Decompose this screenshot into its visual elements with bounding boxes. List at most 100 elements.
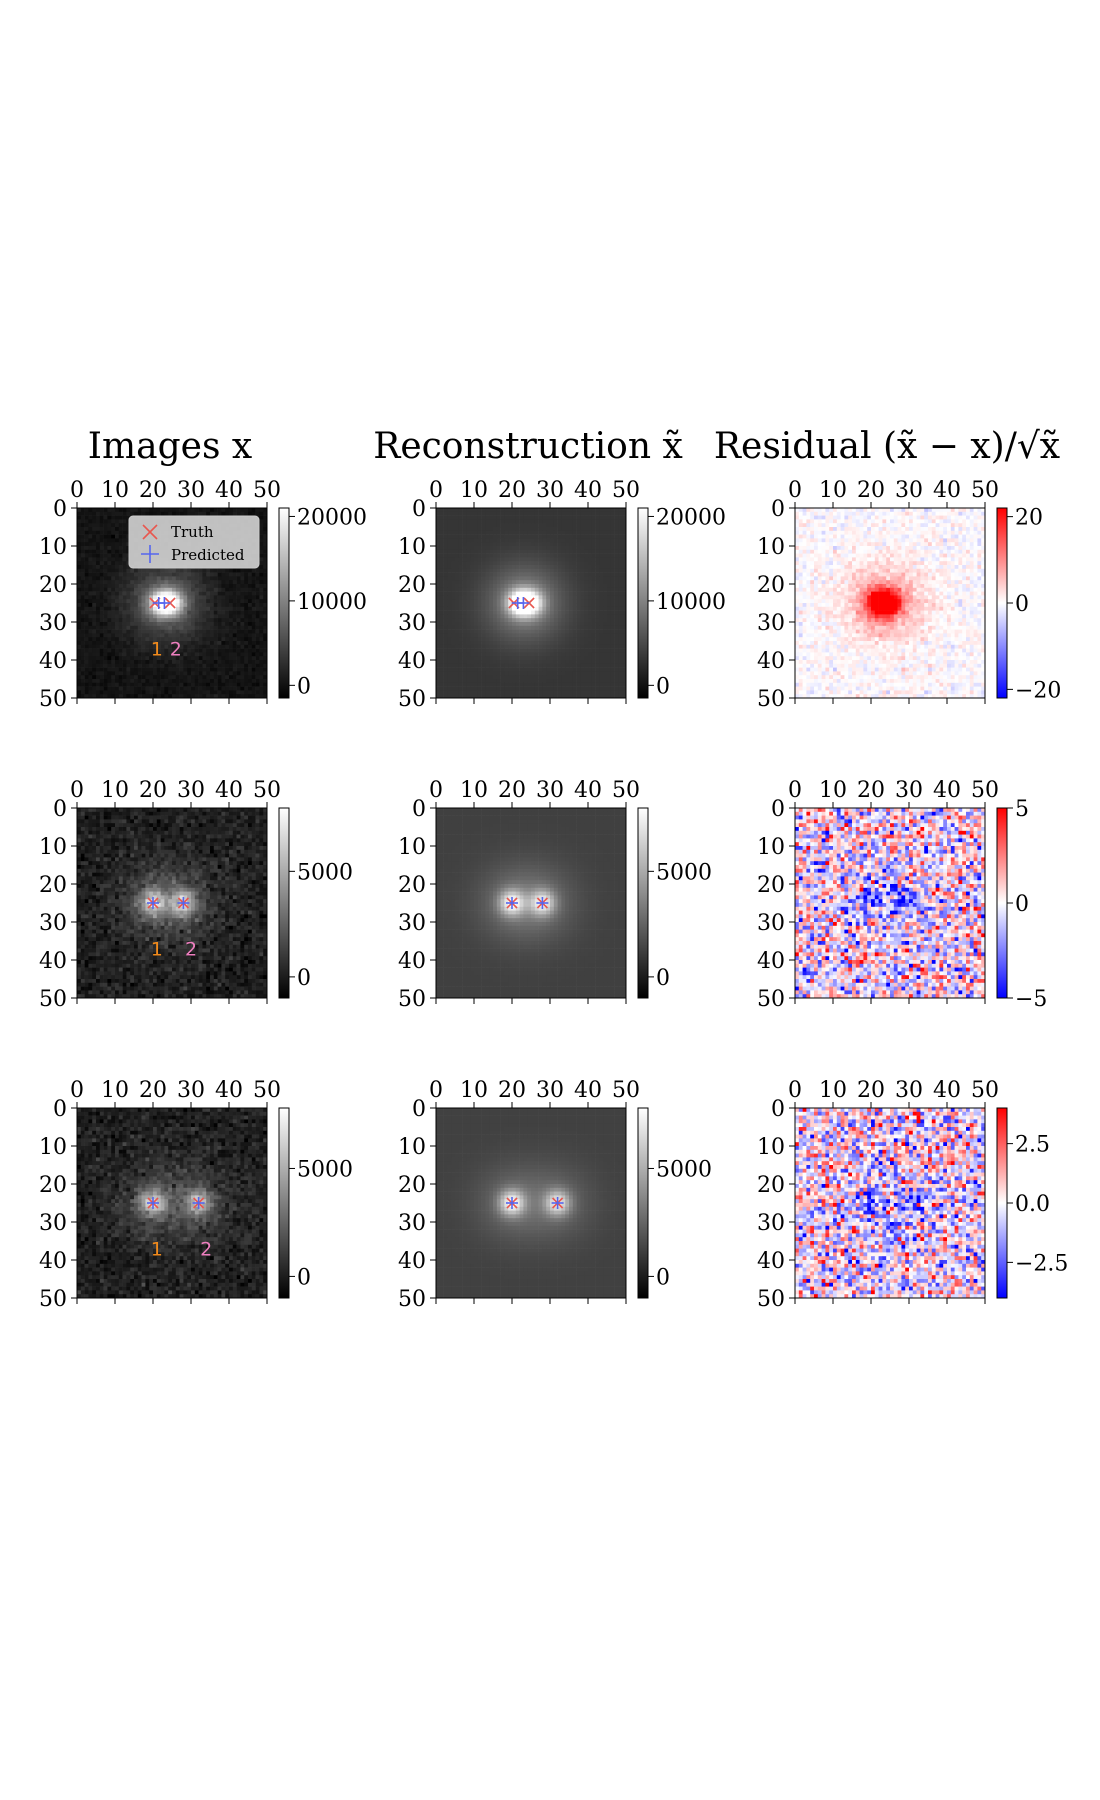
x-tick-label: 40 xyxy=(215,478,243,503)
x-tick-label: 10 xyxy=(819,778,847,803)
colorbar: 200−20 xyxy=(997,506,1061,704)
x-tick-label: 50 xyxy=(612,778,640,803)
legend: Truth Predicted xyxy=(129,516,259,568)
x-tick-label: 0 xyxy=(429,478,443,503)
colorbar-tick-label: 0 xyxy=(656,966,670,991)
x-tick-label: 30 xyxy=(536,478,564,503)
y-tick-label: 10 xyxy=(757,535,785,560)
y-tick-label: 20 xyxy=(398,873,426,898)
y-tick-label: 10 xyxy=(757,835,785,860)
y-tick-label: 50 xyxy=(757,987,785,1012)
x-tick-label: 40 xyxy=(933,478,961,503)
heatmap-pixels xyxy=(436,508,626,698)
y-tick-label: 50 xyxy=(39,987,67,1012)
colorbar-gradient xyxy=(638,808,648,998)
y-tick-label: 0 xyxy=(412,797,426,822)
colorbar-tick-label: 10000 xyxy=(656,590,726,615)
colorbar-tick-label: −2.5 xyxy=(1015,1251,1068,1276)
colorbar: 2.50.0−2.5 xyxy=(997,1108,1068,1298)
x-tick-label: 20 xyxy=(498,1078,526,1103)
x-tick-label: 30 xyxy=(895,1078,923,1103)
y-tick-label: 30 xyxy=(757,1211,785,1236)
y-tick-label: 40 xyxy=(757,1249,785,1274)
y-tick-label: 0 xyxy=(771,1097,785,1122)
y-tick-label: 40 xyxy=(39,949,67,974)
y-tick-label: 40 xyxy=(398,1249,426,1274)
y-tick-label: 30 xyxy=(757,611,785,636)
legend-label-predicted: Predicted xyxy=(171,546,245,564)
x-tick-label: 0 xyxy=(70,778,84,803)
x-tick-label: 30 xyxy=(895,778,923,803)
x-tick-label: 50 xyxy=(253,478,281,503)
heatmap-pixels xyxy=(436,1108,626,1298)
x-tick-label: 10 xyxy=(819,478,847,503)
x-tick-label: 20 xyxy=(498,478,526,503)
source-label-1: 1 xyxy=(151,639,163,661)
colorbar-gradient xyxy=(638,508,648,698)
y-tick-label: 20 xyxy=(39,573,67,598)
x-tick-label: 0 xyxy=(788,1078,802,1103)
colorbar-gradient xyxy=(279,508,289,698)
x-tick-label: 30 xyxy=(177,778,205,803)
y-tick-label: 40 xyxy=(39,649,67,674)
x-tick-label: 50 xyxy=(253,1078,281,1103)
heatmap-pixels xyxy=(795,1108,985,1298)
colorbar-gradient xyxy=(997,1108,1007,1298)
y-tick-label: 10 xyxy=(39,835,67,860)
x-tick-label: 30 xyxy=(177,478,205,503)
y-tick-label: 10 xyxy=(398,835,426,860)
y-tick-label: 50 xyxy=(398,687,426,712)
colorbar-gradient xyxy=(997,508,1007,698)
y-tick-label: 50 xyxy=(398,1287,426,1312)
column-title-residual: Residual (x̃ − x)/√x̃ xyxy=(714,426,1060,467)
colorbar-tick-label: −20 xyxy=(1015,678,1061,703)
x-tick-label: 30 xyxy=(895,478,923,503)
x-tick-label: 10 xyxy=(460,1078,488,1103)
x-tick-label: 10 xyxy=(460,778,488,803)
x-tick-label: 40 xyxy=(215,1078,243,1103)
colorbar: 5000 0 xyxy=(279,1108,353,1298)
y-tick-label: 40 xyxy=(757,649,785,674)
colorbar-tick-label: 20000 xyxy=(656,505,726,530)
colorbar-gradient xyxy=(279,808,289,998)
y-tick-label: 0 xyxy=(771,797,785,822)
y-tick-label: 30 xyxy=(757,911,785,936)
colorbar-tick-label: 0 xyxy=(297,1265,311,1290)
x-tick-label: 30 xyxy=(536,1078,564,1103)
source-label-1: 1 xyxy=(151,1239,163,1261)
legend-label-truth: Truth xyxy=(171,523,214,541)
x-tick-label: 0 xyxy=(788,778,802,803)
y-tick-label: 50 xyxy=(39,1287,67,1312)
colorbar-tick-label: 0 xyxy=(297,674,311,699)
y-tick-label: 0 xyxy=(412,497,426,522)
x-tick-label: 30 xyxy=(177,1078,205,1103)
heatmap-pixels xyxy=(77,808,267,998)
x-tick-label: 40 xyxy=(933,1078,961,1103)
y-tick-label: 30 xyxy=(398,1211,426,1236)
y-tick-label: 10 xyxy=(39,535,67,560)
colorbar-tick-label: 5000 xyxy=(656,860,712,885)
y-tick-label: 50 xyxy=(39,687,67,712)
colorbar-tick-label: 5 xyxy=(1015,797,1029,822)
colorbar-tick-label: 20 xyxy=(1015,506,1043,531)
colorbar-tick-label: 5000 xyxy=(297,1157,353,1182)
y-tick-label: 20 xyxy=(39,1173,67,1198)
x-tick-label: 50 xyxy=(971,478,999,503)
y-tick-label: 30 xyxy=(39,611,67,636)
x-tick-label: 20 xyxy=(139,778,167,803)
y-tick-label: 50 xyxy=(757,1287,785,1312)
x-tick-label: 10 xyxy=(460,478,488,503)
y-tick-label: 10 xyxy=(39,1135,67,1160)
y-tick-label: 20 xyxy=(39,873,67,898)
